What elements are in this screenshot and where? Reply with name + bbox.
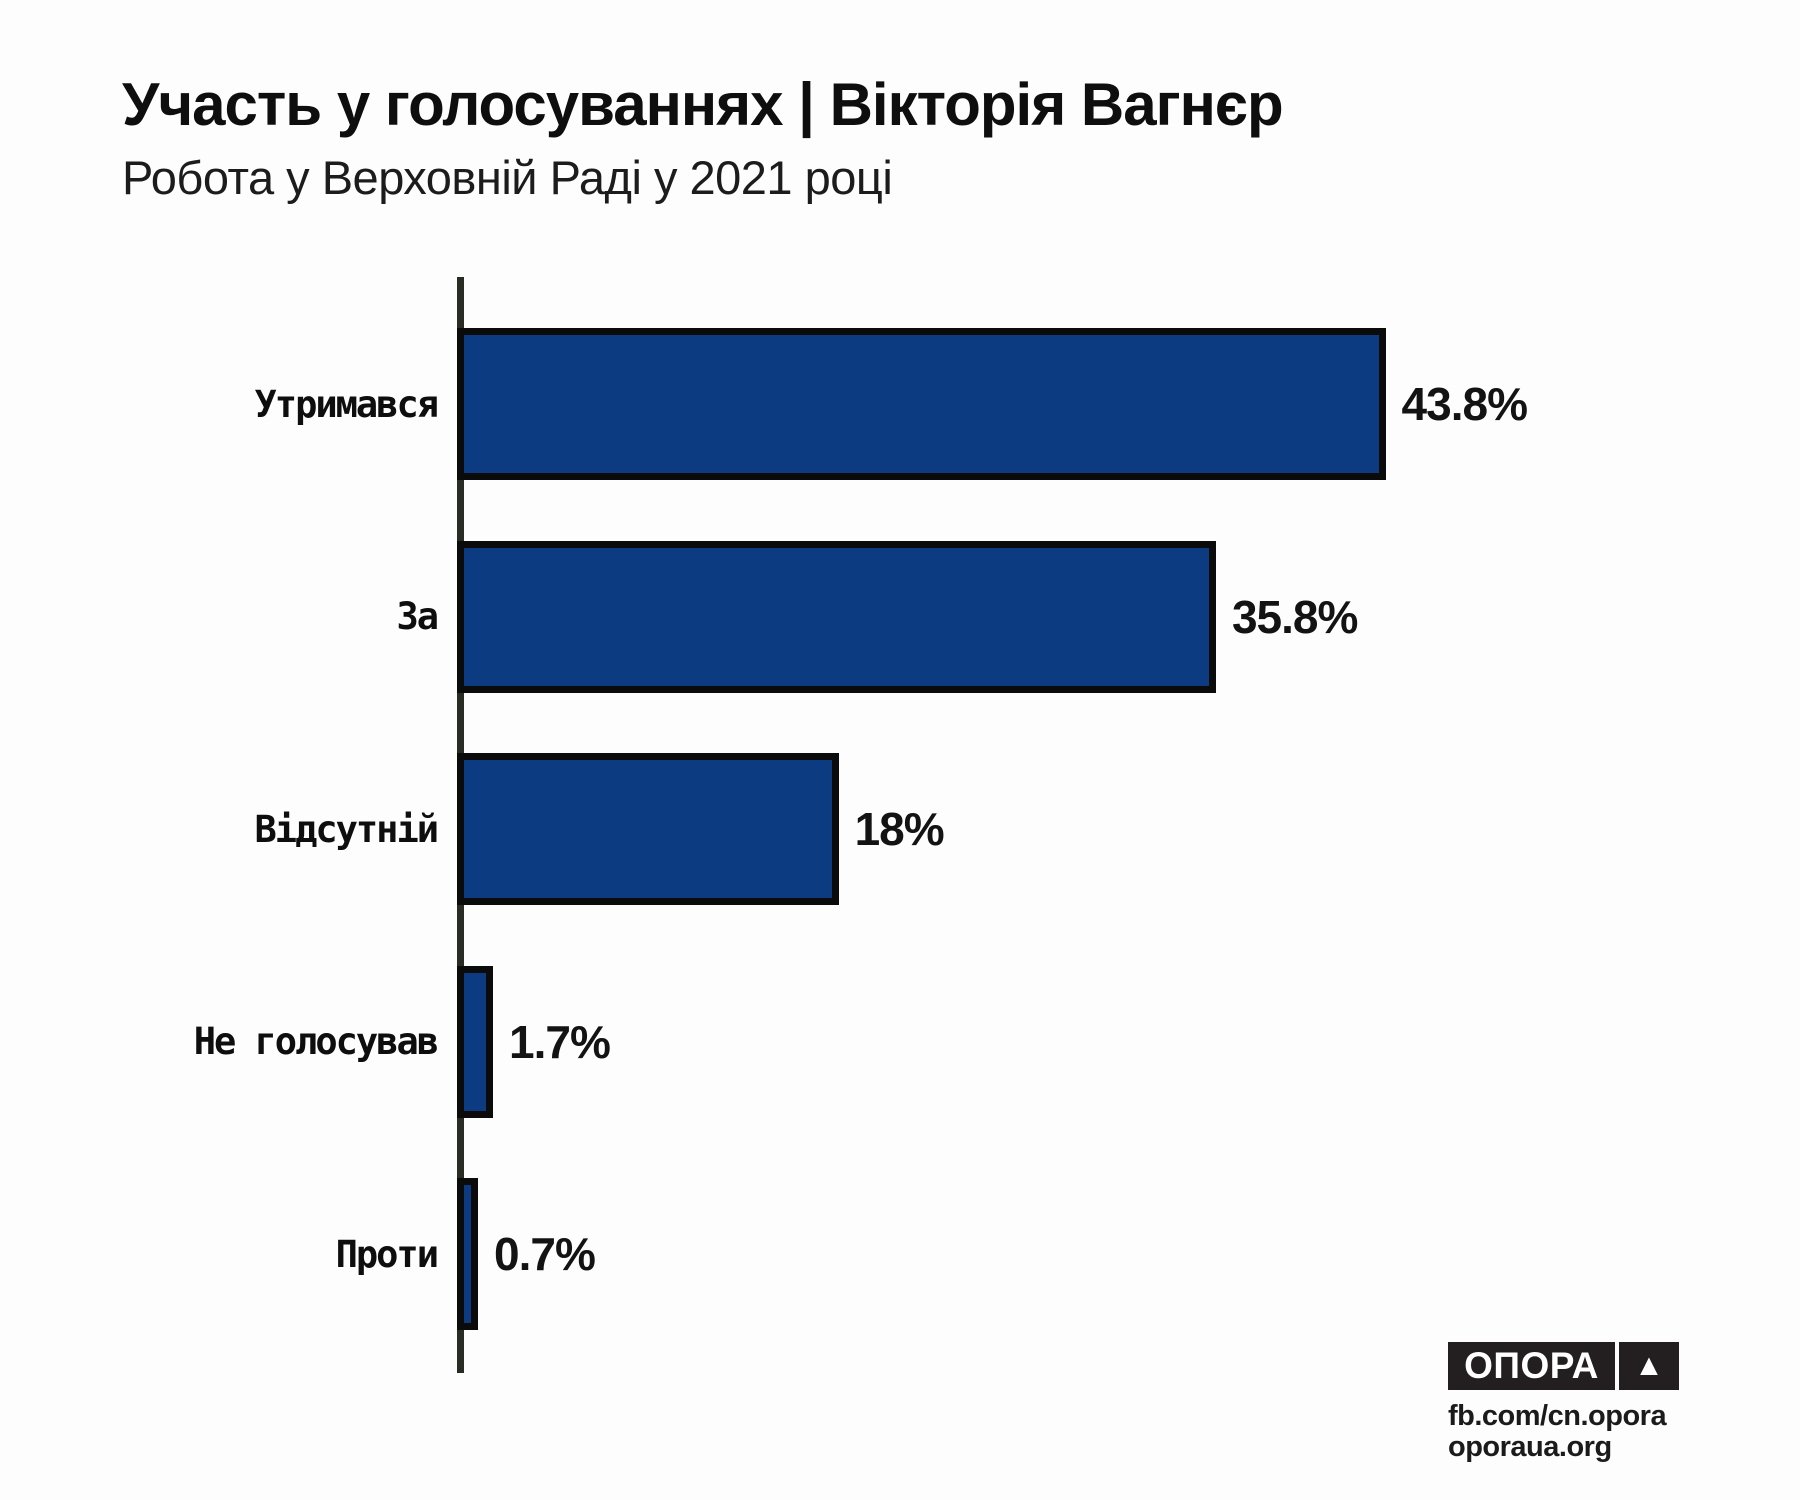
- opora-logo: ОПОРА ▲: [1448, 1342, 1679, 1390]
- category-label: Утримався: [254, 382, 439, 426]
- value-label: 43.8%: [1401, 378, 1528, 430]
- value-label: 1.7%: [509, 1015, 611, 1068]
- branding-block: ОПОРА ▲ fb.com/cn.opora oporaua.org: [1448, 1342, 1679, 1463]
- bar: [457, 753, 839, 906]
- bar-chart: Утримався 43.8% За 35.8% Відсутній 18% Не голо…: [0, 277, 1800, 1373]
- facebook-url: fb.com/cn.opora: [1448, 1400, 1667, 1432]
- opora-logo-wordmark: ОПОРА: [1448, 1342, 1615, 1390]
- bar-row: За 35.8%: [0, 540, 1800, 693]
- category-label: Відсутній: [254, 807, 439, 851]
- page-title: Участь у голосуваннях | Вікторія Вагнєр: [122, 71, 1284, 138]
- bar-row: Утримався 43.8%: [0, 328, 1800, 480]
- bar: [457, 965, 494, 1118]
- bar-row: Відсутній 18%: [0, 753, 1800, 906]
- opora-logo-triangle-box: ▲: [1619, 1342, 1679, 1390]
- bar-row: Проти 0.7%: [0, 1178, 1800, 1331]
- value-label: 18%: [854, 803, 945, 856]
- bar: [457, 1178, 478, 1331]
- opora-logo-text: ОПОРА: [1464, 1345, 1599, 1386]
- category-label: Не голосував: [193, 1020, 439, 1064]
- bar: [457, 540, 1216, 693]
- website-url: oporaua.org: [1448, 1431, 1612, 1463]
- bar: [457, 328, 1386, 480]
- value-label: 0.7%: [494, 1228, 596, 1281]
- page-subtitle: Робота у Верховній Раді у 2021 році: [122, 151, 893, 204]
- category-label: Проти: [335, 1232, 439, 1276]
- bar-row: Не голосував 1.7%: [0, 965, 1800, 1118]
- category-label: За: [396, 595, 439, 639]
- value-label: 35.8%: [1231, 590, 1358, 643]
- triangle-icon: ▲: [1634, 1349, 1664, 1382]
